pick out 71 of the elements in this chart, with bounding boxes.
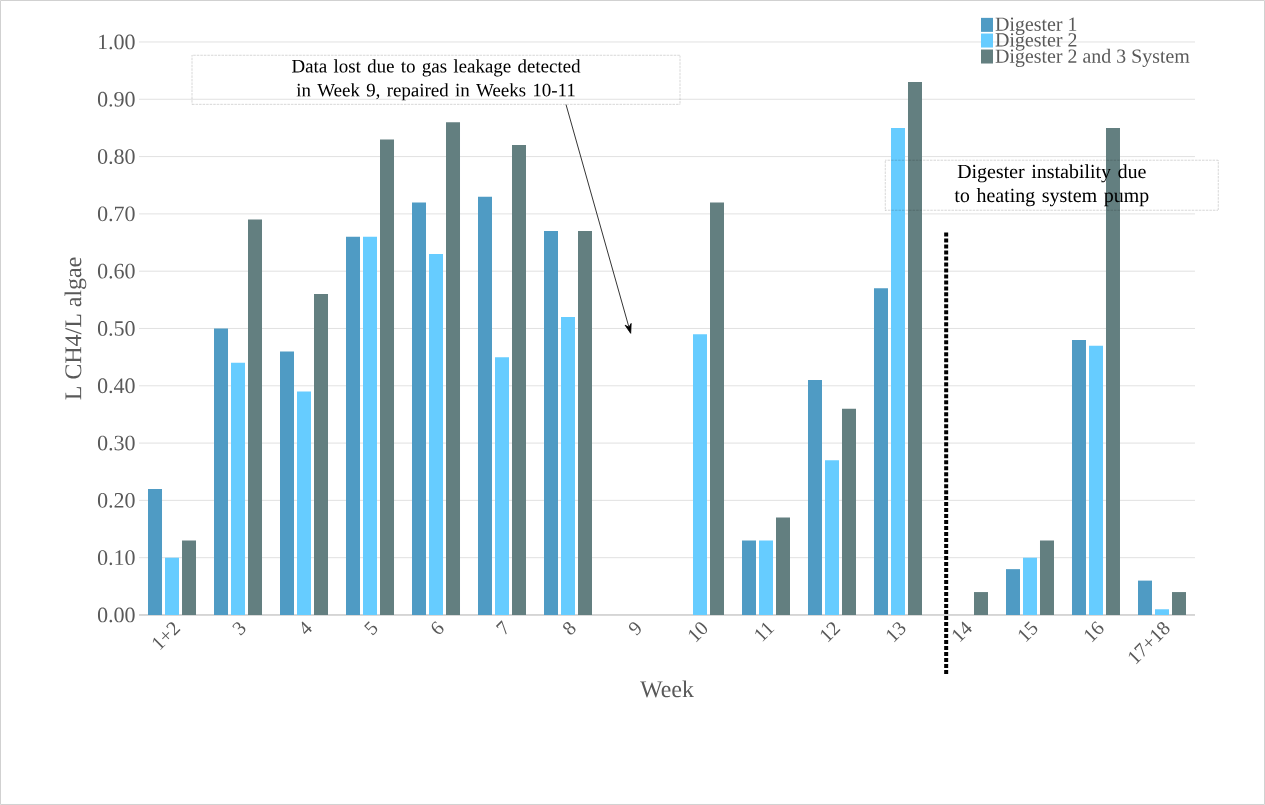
bar [512, 145, 526, 615]
y-tick-label: 0.30 [97, 435, 135, 451]
bar [908, 82, 922, 615]
y-tick-label: 0.90 [97, 91, 135, 107]
y-tick-label: 0.10 [97, 550, 135, 566]
bar [231, 362, 246, 615]
y-tick-label: 0.20 [97, 492, 135, 508]
bar [973, 592, 988, 615]
bar [346, 236, 361, 615]
x-tick-label: 8 [563, 622, 576, 635]
x-tick-label: 15 [1018, 621, 1038, 643]
bar [380, 139, 395, 615]
bar [1088, 345, 1103, 615]
x-tick-label: 16 [1084, 621, 1104, 643]
legend-label: Digester 2 and 3 System [995, 48, 1190, 67]
bar [759, 540, 773, 615]
bar [248, 219, 263, 615]
y-tick-label: 1.00 [99, 34, 135, 50]
y-tick-label: 0.40 [97, 378, 135, 394]
bar [710, 202, 724, 615]
bar [478, 196, 492, 615]
x-tick-label: 12 [820, 622, 841, 643]
y-tick-label: 0.50 [97, 321, 135, 336]
y-tick-label: 0.60 [97, 263, 135, 279]
bar [808, 380, 822, 615]
bar [412, 202, 427, 615]
bar [578, 231, 592, 615]
bar [363, 236, 378, 615]
bar [1005, 569, 1020, 615]
bar [891, 127, 905, 615]
bar [842, 408, 856, 615]
bar [1171, 592, 1186, 615]
x-tick-label: 7 [495, 620, 507, 635]
y-tick-label: 0.00 [97, 607, 135, 623]
x-tick-label: 4 [301, 621, 312, 634]
x-tick-label: 14 [952, 621, 972, 643]
bar [214, 328, 229, 615]
x-tick-label: 5 [364, 621, 378, 636]
x-tick-label: 1+2 [152, 622, 181, 651]
bar [495, 357, 509, 615]
x-tick-label: 3 [232, 622, 246, 636]
bar [1071, 339, 1086, 615]
bar [1137, 580, 1152, 615]
x-tick-label: 10 [688, 622, 708, 643]
bar [182, 540, 197, 615]
x-tick-label: 11 [755, 622, 775, 642]
bar [429, 253, 444, 615]
bar [1022, 557, 1037, 615]
bar [314, 294, 329, 615]
y-tick-label: 0.70 [97, 206, 135, 222]
bar [148, 488, 163, 615]
x-axis-title: Week [640, 680, 694, 698]
x-tick-label: 6 [431, 621, 444, 634]
y-axis-title: L CH4/L algae [64, 257, 87, 400]
bar [165, 557, 180, 615]
x-tick-label: 9 [628, 622, 641, 636]
bar [446, 122, 461, 615]
bar [561, 317, 575, 615]
bar [297, 391, 312, 615]
x-tick-label: 13 [886, 622, 906, 643]
bar [1154, 609, 1169, 615]
annotation: Data lost due to gas leakage detected in Week 9, repaired in Weeks 10-11 [292, 59, 581, 101]
bar [1039, 540, 1054, 615]
bar [825, 460, 839, 615]
bar [280, 351, 295, 615]
bar [693, 334, 707, 615]
bar [544, 231, 558, 615]
bar [742, 540, 756, 615]
y-tick-label: 0.80 [97, 149, 135, 165]
bar [874, 288, 888, 615]
bar [776, 517, 790, 615]
